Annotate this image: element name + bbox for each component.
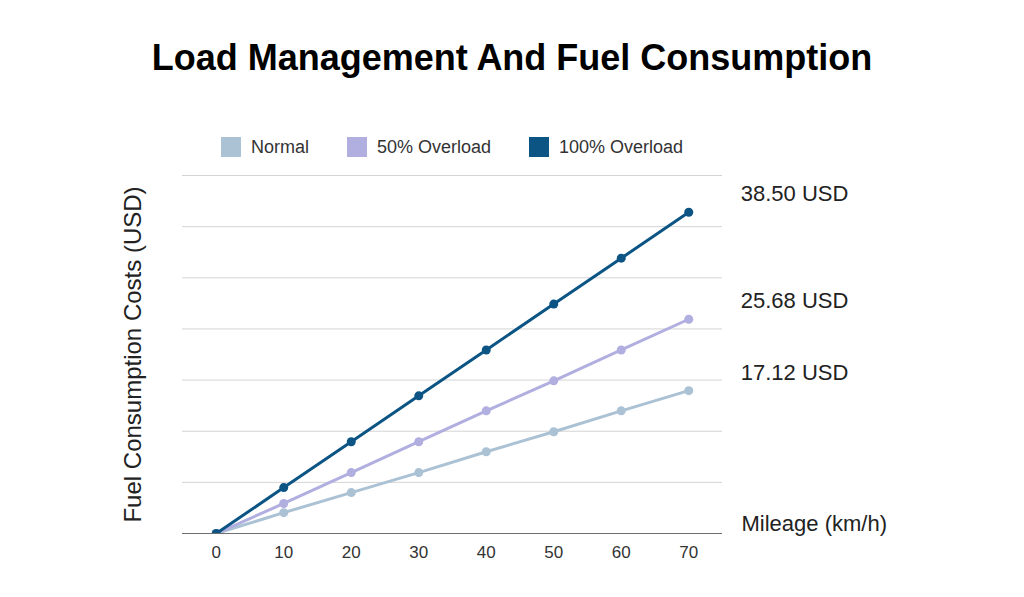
- svg-text:40: 40: [477, 543, 496, 562]
- svg-text:30: 30: [409, 543, 428, 562]
- svg-text:60: 60: [612, 543, 631, 562]
- html-text:Load Management And Fuel Consu: Load Management And Fuel Consumption: [151, 37, 873, 78]
- svg-text:0: 0: [212, 543, 221, 562]
- html-text:Normal: Normal: [250, 137, 309, 157]
- svg-text:Fuel Consumption Costs (USD): Fuel Consumption Costs (USD): [119, 186, 146, 522]
- svg-text:50: 50: [544, 543, 563, 562]
- svg-text:70: 70: [679, 543, 698, 562]
- svg-text:25.68 USD: 25.68 USD: [741, 288, 849, 313]
- svg-text:20: 20: [342, 543, 361, 562]
- html-text:50% Overload: 50% Overload: [376, 137, 491, 157]
- html-text:100% Overload: 100% Overload: [559, 137, 684, 157]
- svg-text:17.12 USD: 17.12 USD: [741, 360, 849, 385]
- svg-text:Mileage (km/h): Mileage (km/h): [742, 511, 887, 536]
- svg-text:38.50 USD: 38.50 USD: [741, 181, 849, 206]
- svg-text:10: 10: [274, 543, 293, 562]
